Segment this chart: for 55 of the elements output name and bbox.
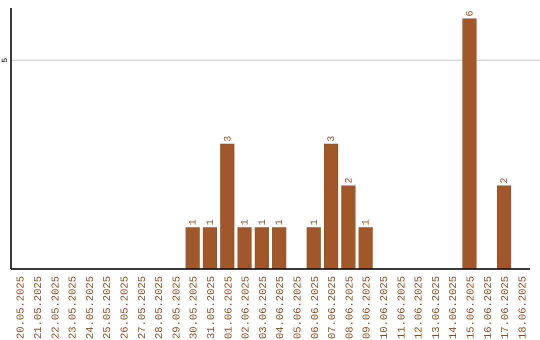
data-label: 1 <box>310 219 321 226</box>
x-tick-label: 22.05.2025 <box>50 276 62 340</box>
x-tick-label: 12.06.2025 <box>414 276 426 340</box>
bar <box>220 144 234 269</box>
x-tick-label: 07.06.2025 <box>327 276 340 340</box>
x-tick-label: 15.06.2025 <box>465 276 478 340</box>
x-tick-label: 02.06.2025 <box>240 276 253 340</box>
x-tick-label: 11.06.2025 <box>396 276 408 340</box>
y-tick-label: 5 <box>1 58 10 63</box>
data-label: 1 <box>206 219 217 226</box>
data-label: 1 <box>275 219 286 226</box>
x-tick-label: 01.06.2025 <box>223 276 236 340</box>
data-label: 1 <box>240 219 252 226</box>
x-tick-label: 04.06.2025 <box>275 276 288 340</box>
x-tick-label: 25.05.2025 <box>102 276 114 340</box>
x-tick-label: 23.05.2025 <box>68 276 80 340</box>
x-tick-label: 13.06.2025 <box>430 276 443 340</box>
bar <box>186 227 200 269</box>
x-tick-label: 03.06.2025 <box>258 276 270 340</box>
x-tick-label: 28.05.2025 <box>154 276 166 340</box>
bar <box>237 227 252 269</box>
x-tick-label: 20.05.2025 <box>16 276 28 340</box>
bar <box>462 18 477 269</box>
bar <box>272 227 286 269</box>
bar <box>341 185 356 269</box>
bar <box>202 227 218 269</box>
data-label: 1 <box>362 219 373 226</box>
x-tick-label: 31.05.2025 <box>206 276 218 340</box>
data-label: 1 <box>258 219 269 226</box>
x-tick-label: 29.05.2025 <box>171 276 184 340</box>
x-tick-label: 08.06.2025 <box>344 276 356 340</box>
bar <box>496 185 512 269</box>
x-tick-label: 30.05.2025 <box>188 276 201 340</box>
bar <box>324 144 338 269</box>
x-tick-label: 27.05.2025 <box>136 276 149 340</box>
bar <box>358 227 373 269</box>
x-tick-label: 14.06.2025 <box>448 276 460 340</box>
x-tick-label: 18.06.2025 <box>517 276 530 340</box>
data-label: 1 <box>188 219 200 226</box>
data-label: 6 <box>465 10 476 16</box>
x-tick-label: 21.05.2025 <box>32 276 45 340</box>
x-tick-label: 09.06.2025 <box>362 276 374 340</box>
data-label: 2 <box>344 177 356 184</box>
x-tick-label: 10.06.2025 <box>378 276 391 340</box>
data-label: 2 <box>500 177 512 184</box>
x-tick-label: 06.06.2025 <box>310 276 322 340</box>
x-tick-label: 26.05.2025 <box>119 276 132 340</box>
data-label: 3 <box>223 136 234 142</box>
x-tick-label: 24.05.2025 <box>84 276 97 340</box>
x-tick-label: 17.06.2025 <box>500 276 512 340</box>
x-tick-label: 05.06.2025 <box>292 276 304 340</box>
bar <box>306 227 321 269</box>
bar <box>254 227 269 269</box>
x-tick-label: 16.06.2025 <box>482 276 495 340</box>
data-label: 3 <box>327 136 338 142</box>
